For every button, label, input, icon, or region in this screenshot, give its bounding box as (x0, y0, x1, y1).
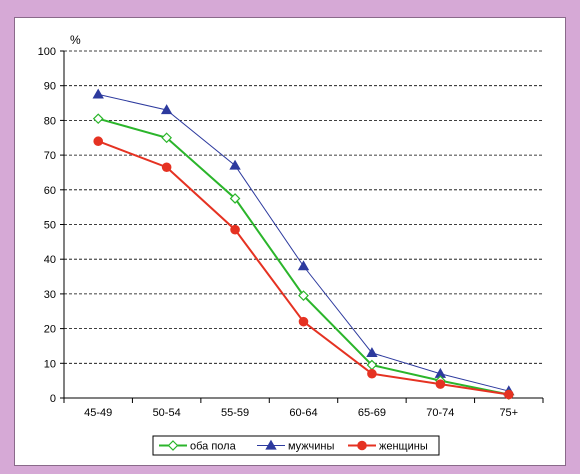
data-point (229, 159, 241, 170)
legend-label: оба пола (190, 441, 237, 453)
x-tick-label: 65-69 (358, 407, 386, 419)
data-point (298, 316, 309, 327)
y-tick-label: 70 (44, 150, 56, 162)
legend-marker (265, 439, 277, 450)
x-tick-labels: 45-49 50-54 55-59 60-64 65-69 70-74 75+ (84, 407, 518, 419)
data-point (366, 347, 378, 358)
y-tick-label: 60 (44, 185, 56, 197)
data-point (503, 389, 514, 400)
legend-marker (167, 440, 179, 451)
y-tick-label: 0 (50, 393, 56, 405)
series-group (92, 88, 515, 400)
y-tick-labels: 0 10 20 30 40 50 60 70 80 90 100 (38, 46, 56, 405)
data-point (297, 260, 310, 271)
series-line (97, 117, 509, 396)
data-point (92, 88, 104, 99)
x-tick-label: 60-64 (289, 407, 317, 419)
data-point (230, 224, 240, 235)
data-point (161, 162, 172, 173)
legend-item: женщины (348, 441, 428, 453)
data-point (161, 132, 172, 144)
y-tick-label: 10 (44, 358, 56, 370)
legend-marker (357, 440, 367, 451)
data-point (93, 136, 104, 147)
y-tick-label: 50 (44, 220, 56, 232)
series-2 (93, 136, 514, 400)
axes (60, 50, 544, 403)
y-tick-label: 20 (44, 324, 56, 336)
x-tick-label: 75+ (499, 407, 518, 419)
series-1 (92, 88, 515, 396)
data-point (435, 379, 446, 389)
chart-frame: % 0 10 20 30 40 50 60 70 80 90 100 45-49 50-54 55-59… (14, 17, 566, 466)
legend-item: оба пола (159, 440, 237, 453)
series-line (98, 93, 509, 392)
gridlines (64, 50, 543, 364)
y-unit-label: % (70, 33, 81, 47)
legend-box (152, 435, 440, 456)
legend: оба пола мужчины женщины (152, 435, 440, 456)
x-tick-label: 45-49 (84, 407, 112, 419)
line-chart: % 0 10 20 30 40 50 60 70 80 90 100 45-49 50-54 55-59… (38, 33, 544, 456)
y-tick-label: 80 (44, 115, 56, 127)
series-0 (92, 113, 515, 400)
data-point (298, 290, 309, 301)
y-tick-label: 30 (44, 289, 56, 301)
x-tick-label: 70-74 (426, 407, 454, 419)
y-tick-label: 40 (44, 254, 56, 266)
data-point (229, 193, 241, 204)
legend-item: мужчины (257, 439, 334, 453)
data-point (92, 113, 104, 125)
legend-label: женщины (379, 441, 428, 453)
data-point (160, 104, 173, 115)
x-tick-label: 55-59 (221, 407, 249, 419)
y-tick-label: 100 (38, 46, 56, 58)
x-tick-label: 50-54 (153, 407, 181, 419)
y-tick-label: 90 (44, 81, 56, 93)
legend-label: мужчины (288, 441, 334, 453)
data-point (367, 368, 377, 379)
